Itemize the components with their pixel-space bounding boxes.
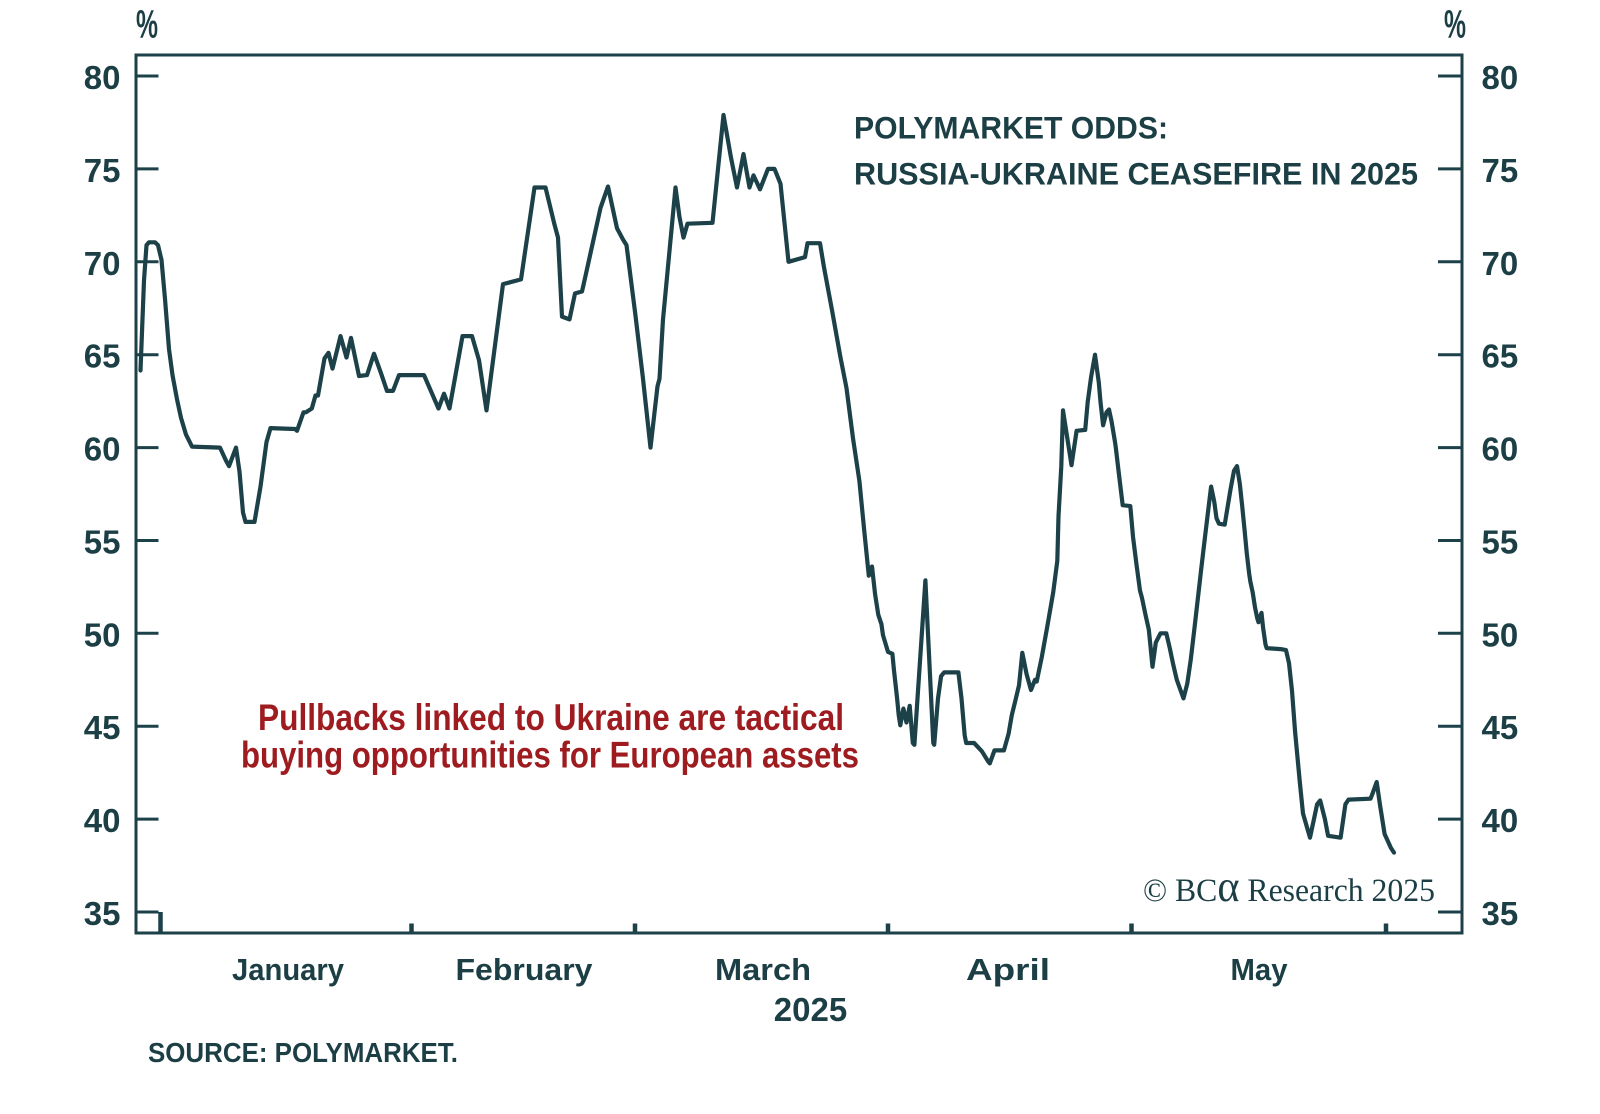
svg-text:60: 60 <box>1482 431 1519 468</box>
svg-text:April: April <box>966 952 1050 987</box>
svg-text:%: % <box>1444 3 1466 47</box>
svg-text:55: 55 <box>1482 524 1519 561</box>
svg-text:RUSSIA-UKRAINE CEASEFIRE IN 20: RUSSIA-UKRAINE CEASEFIRE IN 2025 <box>854 156 1418 192</box>
svg-text:35: 35 <box>84 895 121 932</box>
svg-text:40: 40 <box>84 802 121 839</box>
svg-text:POLYMARKET ODDS:: POLYMARKET ODDS: <box>854 110 1168 146</box>
svg-text:65: 65 <box>84 338 121 375</box>
svg-text:buying opportunities for Europ: buying opportunities for European assets <box>241 735 859 776</box>
svg-text:70: 70 <box>1482 245 1519 282</box>
svg-text:35: 35 <box>1482 895 1519 932</box>
svg-text:SOURCE: POLYMARKET.: SOURCE: POLYMARKET. <box>148 1037 458 1068</box>
svg-text:75: 75 <box>84 152 121 189</box>
svg-text:80: 80 <box>1482 59 1519 96</box>
svg-text:75: 75 <box>1482 152 1519 189</box>
svg-text:February: February <box>456 952 594 987</box>
svg-text:80: 80 <box>84 59 121 96</box>
svg-text:2025: 2025 <box>774 991 847 1028</box>
svg-text:55: 55 <box>84 524 121 561</box>
svg-text:Pullbacks linked to Ukraine ar: Pullbacks linked to Ukraine are tactical <box>258 697 844 738</box>
svg-text:May: May <box>1231 952 1289 987</box>
svg-text:50: 50 <box>84 616 121 653</box>
svg-text:60: 60 <box>84 431 121 468</box>
svg-text:%: % <box>136 3 158 47</box>
svg-text:45: 45 <box>1482 709 1519 746</box>
svg-text:70: 70 <box>84 245 121 282</box>
svg-text:March: March <box>715 952 811 987</box>
svg-text:40: 40 <box>1482 802 1519 839</box>
svg-text:January: January <box>232 952 345 987</box>
svg-text:45: 45 <box>84 709 121 746</box>
svg-text:65: 65 <box>1482 338 1519 375</box>
svg-text:50: 50 <box>1482 616 1519 653</box>
